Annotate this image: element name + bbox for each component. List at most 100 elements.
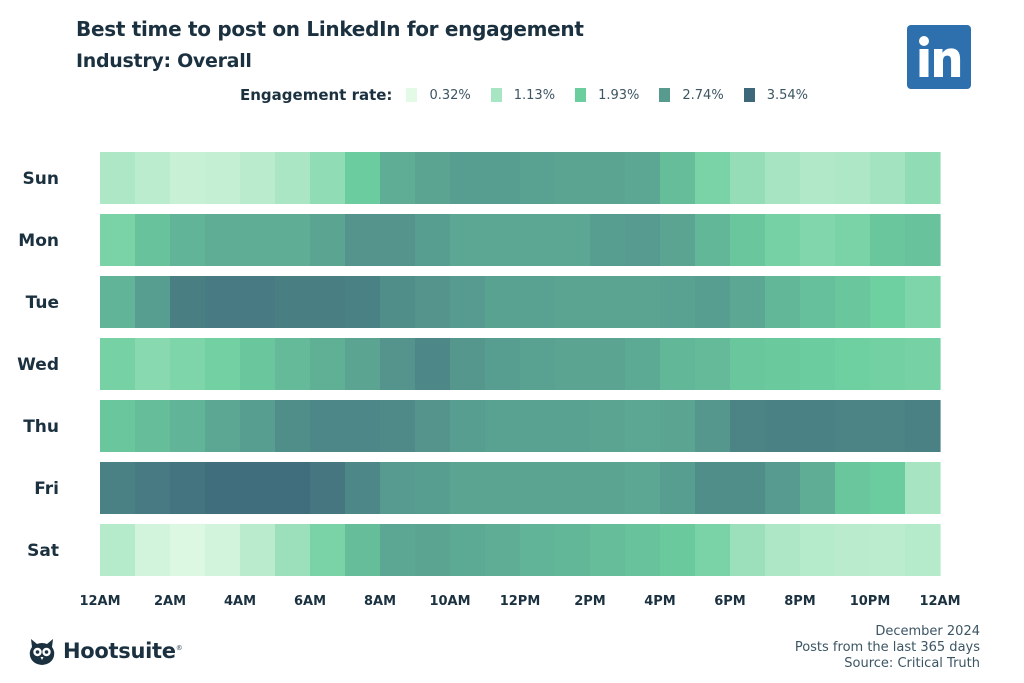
heatmap-cell-tue-3am bbox=[205, 276, 241, 328]
heatmap-cell-tue-1am bbox=[135, 276, 171, 328]
heatmap-cell-wed-1pm bbox=[555, 338, 591, 390]
heatmap-cell-fri-10am bbox=[450, 462, 486, 514]
heatmap-cell-sat-6pm bbox=[730, 524, 766, 576]
heatmap-cell-tue-10pm bbox=[870, 276, 906, 328]
heatmap-cell-fri-8am bbox=[380, 462, 416, 514]
heatmap-cell-wed-9pm bbox=[835, 338, 871, 390]
heatmap-cell-sun-11am bbox=[485, 152, 521, 204]
heatmap-cell-mon-10am bbox=[450, 214, 486, 266]
heatmap-cell-wed-6pm bbox=[730, 338, 766, 390]
heatmap-cell-mon-4am bbox=[240, 214, 276, 266]
heatmap-cell-thu-8am bbox=[380, 400, 416, 452]
heatmap-cell-thu-1pm bbox=[555, 400, 591, 452]
heatmap-cell-thu-9am bbox=[415, 400, 451, 452]
x-tick-label: 12PM bbox=[500, 594, 541, 609]
heatmap-cell-sun-11pm bbox=[905, 152, 941, 204]
legend-swatch bbox=[490, 88, 502, 102]
heatmap-cell-tue-2pm bbox=[590, 276, 626, 328]
legend-swatch bbox=[406, 88, 418, 102]
heatmap-cell-wed-9am bbox=[415, 338, 451, 390]
day-label-sat: Sat bbox=[27, 541, 59, 561]
x-tick-label: 10AM bbox=[429, 594, 470, 609]
heatmap-cell-sat-2am bbox=[170, 524, 206, 576]
heatmap-cell-fri-6am bbox=[310, 462, 346, 514]
heatmap-cell-thu-3am bbox=[205, 400, 241, 452]
day-label-wed: Wed bbox=[17, 355, 59, 375]
legend-label: 0.32% bbox=[429, 87, 471, 103]
x-tick-label: 2PM bbox=[574, 594, 606, 609]
heatmap-cell-fri-12am bbox=[100, 462, 136, 514]
heatmap-cell-tue-10am bbox=[450, 276, 486, 328]
heatmap-cell-mon-12am bbox=[100, 214, 136, 266]
heatmap-cell-fri-1pm bbox=[555, 462, 591, 514]
heatmap-cell-sun-8pm bbox=[800, 152, 836, 204]
heatmap-cell-wed-8am bbox=[380, 338, 416, 390]
heatmap-cell-wed-10am bbox=[450, 338, 486, 390]
heatmap-cell-mon-1pm bbox=[555, 214, 591, 266]
heatmap-cell-mon-2pm bbox=[590, 214, 626, 266]
heatmap-cell-thu-4pm bbox=[660, 400, 696, 452]
heatmap-cell-sat-9am bbox=[415, 524, 451, 576]
footnote-source: Source: Critical Truth bbox=[844, 656, 980, 671]
heatmap-cell-fri-3pm bbox=[625, 462, 661, 514]
heatmap-cell-mon-6pm bbox=[730, 214, 766, 266]
heatmap-cell-wed-12pm bbox=[520, 338, 556, 390]
heatmap-cell-mon-9pm bbox=[835, 214, 871, 266]
heatmap-cell-fri-11am bbox=[485, 462, 521, 514]
heatmap-cell-mon-11pm bbox=[905, 214, 941, 266]
heatmap-cell-thu-12am bbox=[100, 400, 136, 452]
heatmap-cell-fri-7pm bbox=[765, 462, 801, 514]
heatmap-cell-tue-6am bbox=[310, 276, 346, 328]
legend-item: 3.54% bbox=[743, 88, 808, 103]
heatmap-cell-tue-6pm bbox=[730, 276, 766, 328]
heatmap-cell-thu-7pm bbox=[765, 400, 801, 452]
heatmap-cell-sun-2pm bbox=[590, 152, 626, 204]
heatmap-cell-tue-7pm bbox=[765, 276, 801, 328]
heatmap-cells bbox=[100, 152, 941, 576]
legend-item: 1.93% bbox=[575, 88, 639, 103]
heatmap-cell-sun-2am bbox=[170, 152, 206, 204]
day-label-thu: Thu bbox=[23, 417, 59, 437]
footnote-date: December 2024 bbox=[875, 624, 980, 639]
registered-mark: ® bbox=[175, 644, 183, 652]
heatmap-cell-tue-9am bbox=[415, 276, 451, 328]
heatmap-cell-sun-10am bbox=[450, 152, 486, 204]
heatmap-cell-sat-4am bbox=[240, 524, 276, 576]
heatmap-cell-thu-5am bbox=[275, 400, 311, 452]
heatmap-cell-tue-11am bbox=[485, 276, 521, 328]
day-labels: Sun Mon Tue Wed Thu Fri Sat bbox=[17, 169, 59, 561]
heatmap-cell-sat-10pm bbox=[870, 524, 906, 576]
heatmap-cell-fri-6pm bbox=[730, 462, 766, 514]
heatmap-cell-wed-7am bbox=[345, 338, 381, 390]
heatmap-cell-fri-1am bbox=[135, 462, 171, 514]
heatmap-cell-tue-1pm bbox=[555, 276, 591, 328]
x-tick-label: 10PM bbox=[850, 594, 891, 609]
heatmap-cell-fri-4am bbox=[240, 462, 276, 514]
heatmap-cell-wed-5am bbox=[275, 338, 311, 390]
day-label-sun: Sun bbox=[23, 169, 59, 189]
heatmap-cell-sat-5am bbox=[275, 524, 311, 576]
heatmap-cell-sun-7am bbox=[345, 152, 381, 204]
heatmap-cell-tue-8am bbox=[380, 276, 416, 328]
legend-swatch bbox=[575, 88, 587, 102]
legend-title: Engagement rate: bbox=[240, 86, 393, 104]
heatmap-cell-tue-11pm bbox=[905, 276, 941, 328]
heatmap-cell-wed-8pm bbox=[800, 338, 836, 390]
legend: Engagement rate: 0.32% 1.13% 1.93% 2.74%… bbox=[240, 86, 828, 104]
heatmap-cell-mon-3am bbox=[205, 214, 241, 266]
x-tick-label: 6AM bbox=[294, 594, 326, 609]
legend-swatch bbox=[743, 88, 755, 102]
heatmap-cell-mon-6am bbox=[310, 214, 346, 266]
heatmap-cell-sat-1pm bbox=[555, 524, 591, 576]
legend-swatch bbox=[659, 88, 671, 102]
heatmap-cell-wed-12am bbox=[100, 338, 136, 390]
heatmap-cell-thu-10am bbox=[450, 400, 486, 452]
legend-item: 1.13% bbox=[490, 88, 555, 103]
heatmap-cell-thu-2am bbox=[170, 400, 206, 452]
heatmap-cell-mon-12pm bbox=[520, 214, 556, 266]
footnote: December 2024 Posts from the last 365 da… bbox=[795, 624, 980, 672]
heatmap-cell-sat-6am bbox=[310, 524, 346, 576]
heatmap-cell-tue-8pm bbox=[800, 276, 836, 328]
heatmap-cell-sun-4am bbox=[240, 152, 276, 204]
heatmap-cell-fri-11pm bbox=[905, 462, 941, 514]
